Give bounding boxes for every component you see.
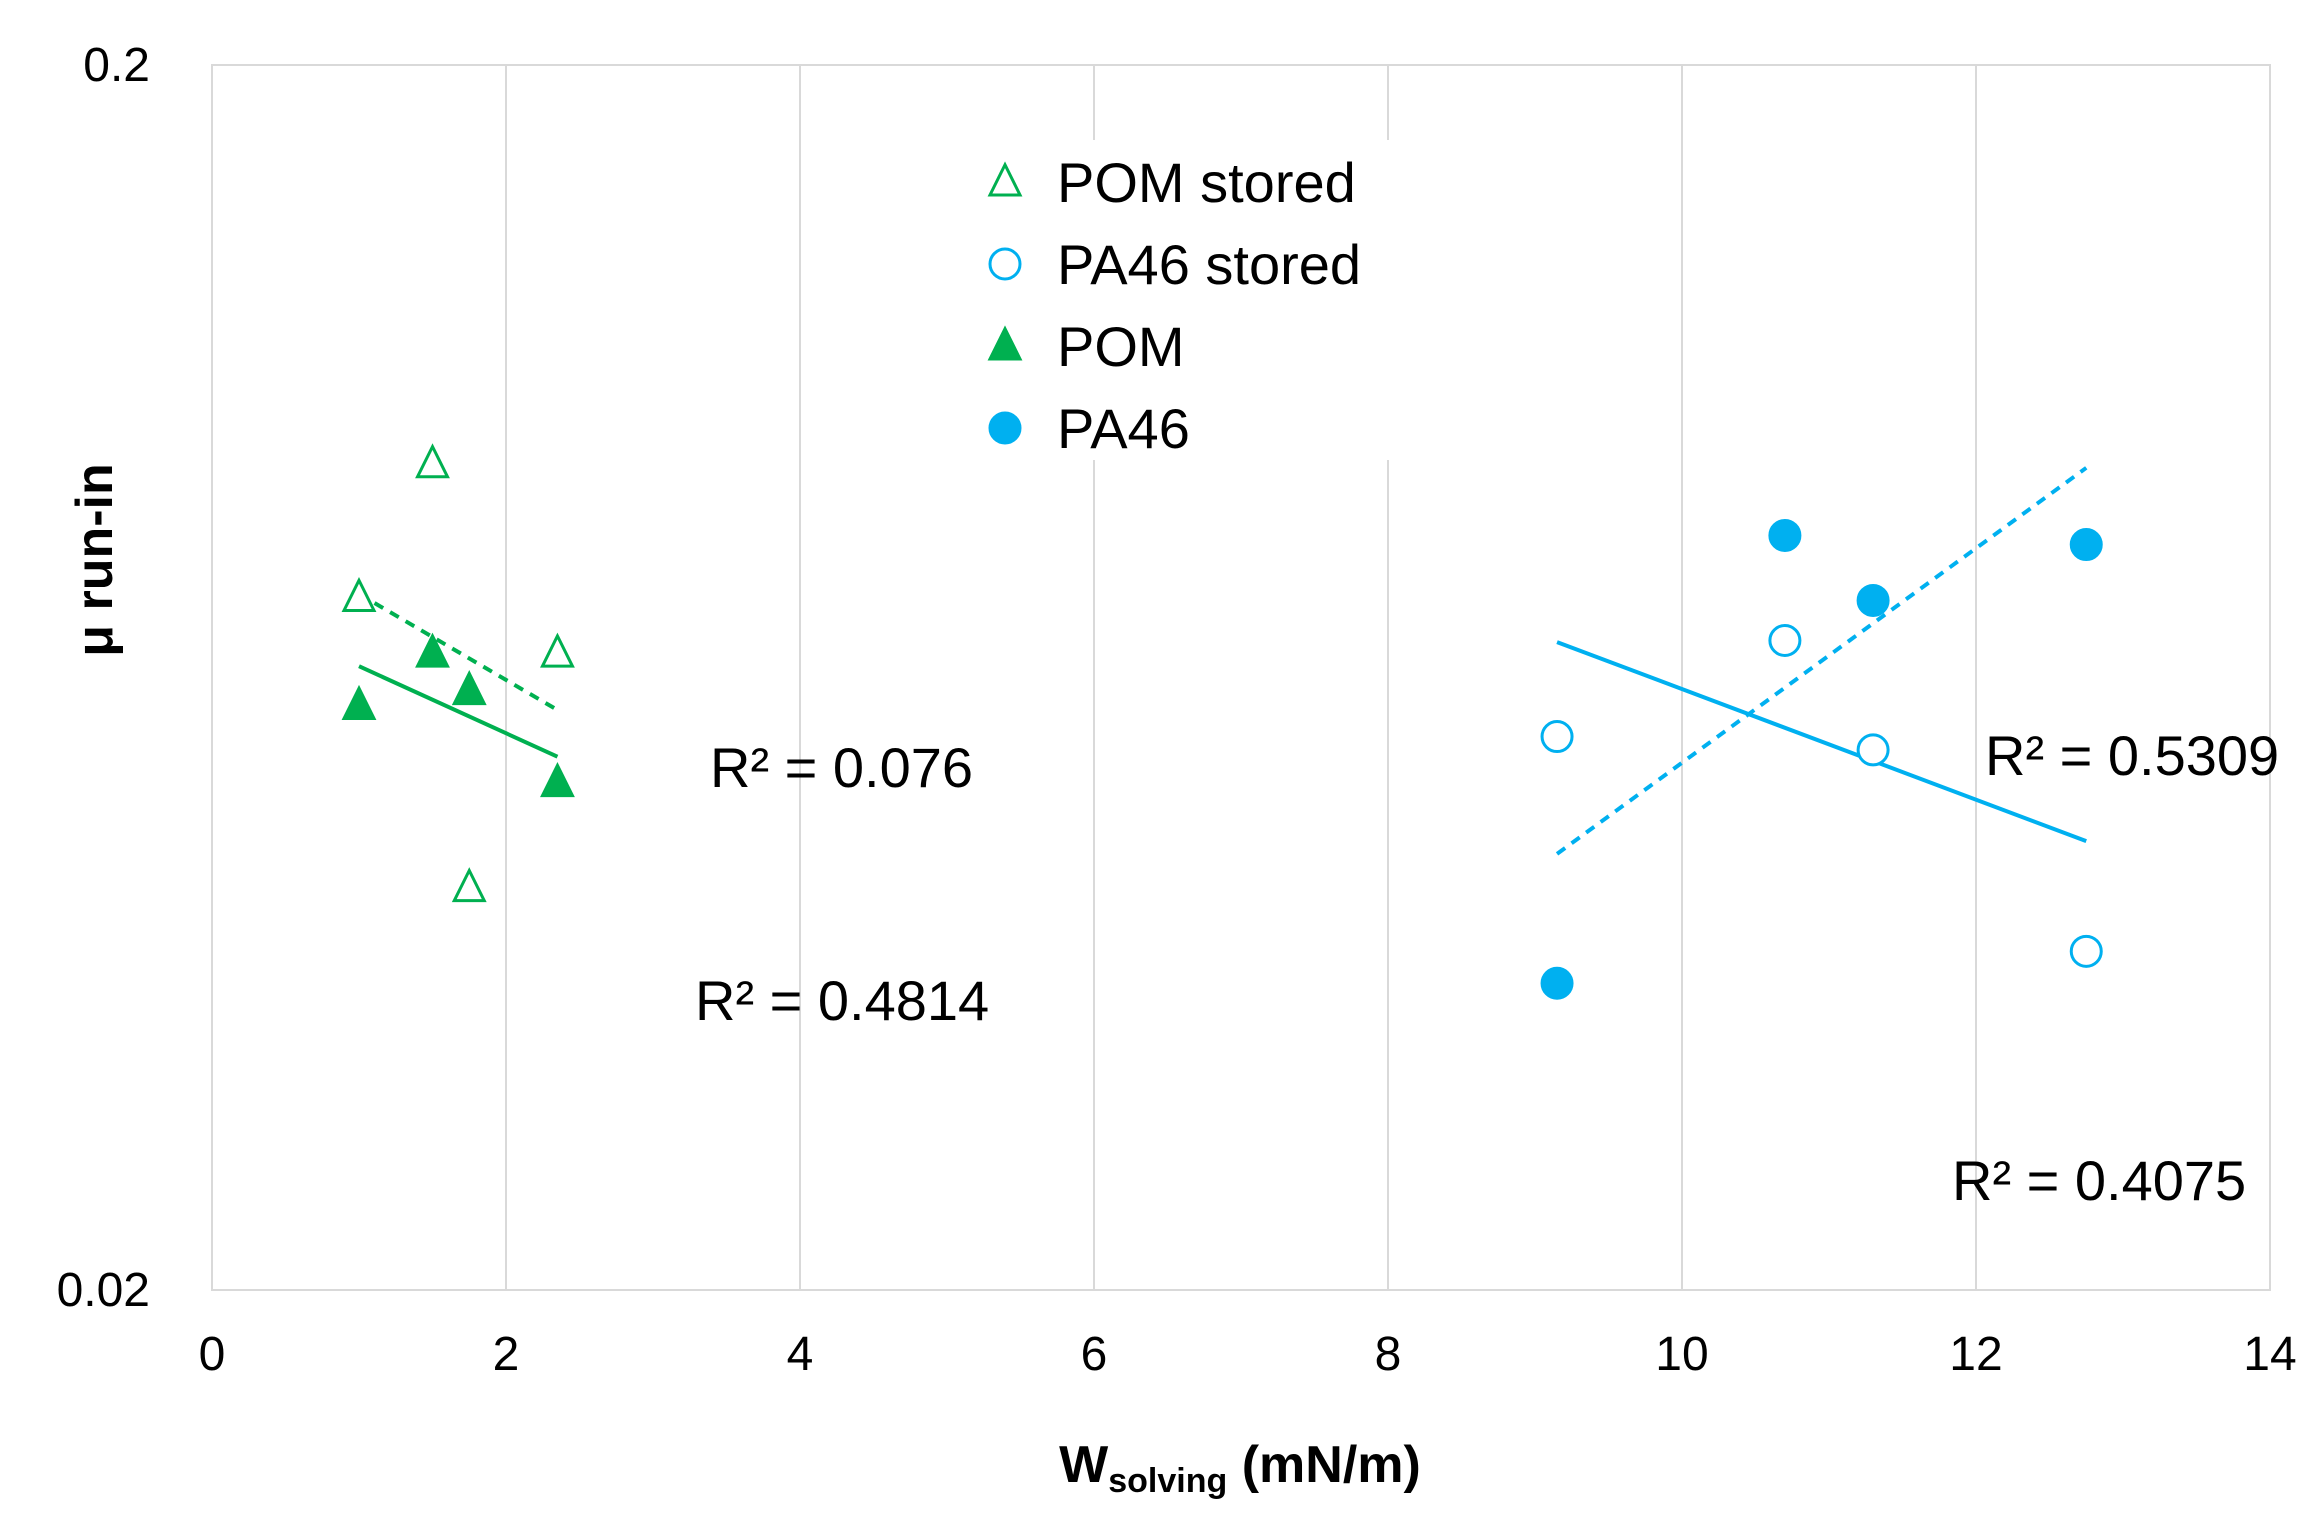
- plot-area-frame: [211, 64, 2271, 1291]
- point-pa46-0: [1540, 966, 1574, 1000]
- point-pa46-stored-3: [2069, 934, 2103, 968]
- legend-label-pa46-stored: PA46 stored: [1057, 233, 1361, 296]
- x-tick-label-2: 2: [493, 1328, 520, 1381]
- point-pom-1: [415, 632, 450, 668]
- point-pom-stored-2: [451, 867, 487, 903]
- legend-marker-pa46: [988, 411, 1022, 445]
- x-tick-label-6: 6: [1081, 1328, 1108, 1381]
- x-axis-title: Wsolving (mN/m): [1059, 1436, 1421, 1500]
- legend-marker-pa46-stored: [988, 247, 1022, 281]
- x-axis-title-subscript: solving: [1108, 1462, 1227, 1500]
- point-pa46-stored-0: [1540, 720, 1574, 754]
- legend-label-pom-stored: POM stored: [1057, 151, 1356, 214]
- legend-box: [965, 140, 1415, 460]
- point-pom-stored-0: [341, 576, 377, 612]
- r2-label-pa46-bottom: R² = 0.4075: [1952, 1149, 2246, 1212]
- point-pa46-3: [2069, 528, 2103, 562]
- legend-label-pom: POM: [1057, 315, 1185, 378]
- r2-label-pom: R² = 0.4814: [695, 969, 989, 1032]
- x-axis-title-units: (mN/m): [1227, 1436, 1421, 1494]
- y-tick-labels: 0.02 0.2: [57, 39, 150, 1317]
- point-pom-stored-1: [415, 443, 450, 479]
- trendline-pa46-stored: [1556, 640, 2087, 844]
- point-pom-stored-3: [540, 632, 575, 668]
- trendline-pom: [358, 664, 559, 759]
- x-tick-label-8: 8: [1375, 1328, 1402, 1381]
- point-pa46-2: [1856, 583, 1890, 617]
- point-pom-2: [451, 670, 487, 706]
- x-tick-label-14: 14: [2243, 1328, 2296, 1381]
- legend-marker-pom: [987, 325, 1023, 361]
- x-tick-label-4: 4: [787, 1328, 814, 1381]
- point-pa46-stored-2: [1856, 733, 1890, 767]
- trendlines: [357, 466, 2088, 856]
- legend-marker-pom-stored: [987, 161, 1023, 197]
- x-tick-label-10: 10: [1655, 1328, 1708, 1381]
- x-tick-label-0: 0: [199, 1328, 226, 1381]
- point-pa46-1: [1768, 518, 1802, 552]
- point-pom-0: [341, 684, 377, 720]
- r2-label-pa46-right: R² = 0.5309: [1985, 724, 2279, 787]
- trendline-pa46: [1555, 466, 2088, 856]
- y-axis-title: μ run-in: [66, 463, 124, 657]
- y-tick-label-0.2: 0.2: [83, 39, 150, 92]
- point-pom-3: [540, 762, 575, 798]
- y-tick-label-0.02: 0.02: [57, 1264, 150, 1317]
- x-axis-title-main: W: [1059, 1436, 1109, 1494]
- r2-label-pom-stored: R² = 0.076: [710, 736, 973, 799]
- legend: POM stored PA46 stored POM PA46: [987, 151, 1361, 460]
- x-tick-label-12: 12: [1949, 1328, 2002, 1381]
- trendline-pom-stored: [357, 592, 559, 712]
- legend-label-pa46: PA46: [1057, 397, 1190, 460]
- data-points: [341, 443, 2103, 1000]
- x-tick-labels: 0 2 4 6 8 10 12 14: [199, 1328, 2297, 1381]
- point-pa46-stored-1: [1768, 624, 1802, 658]
